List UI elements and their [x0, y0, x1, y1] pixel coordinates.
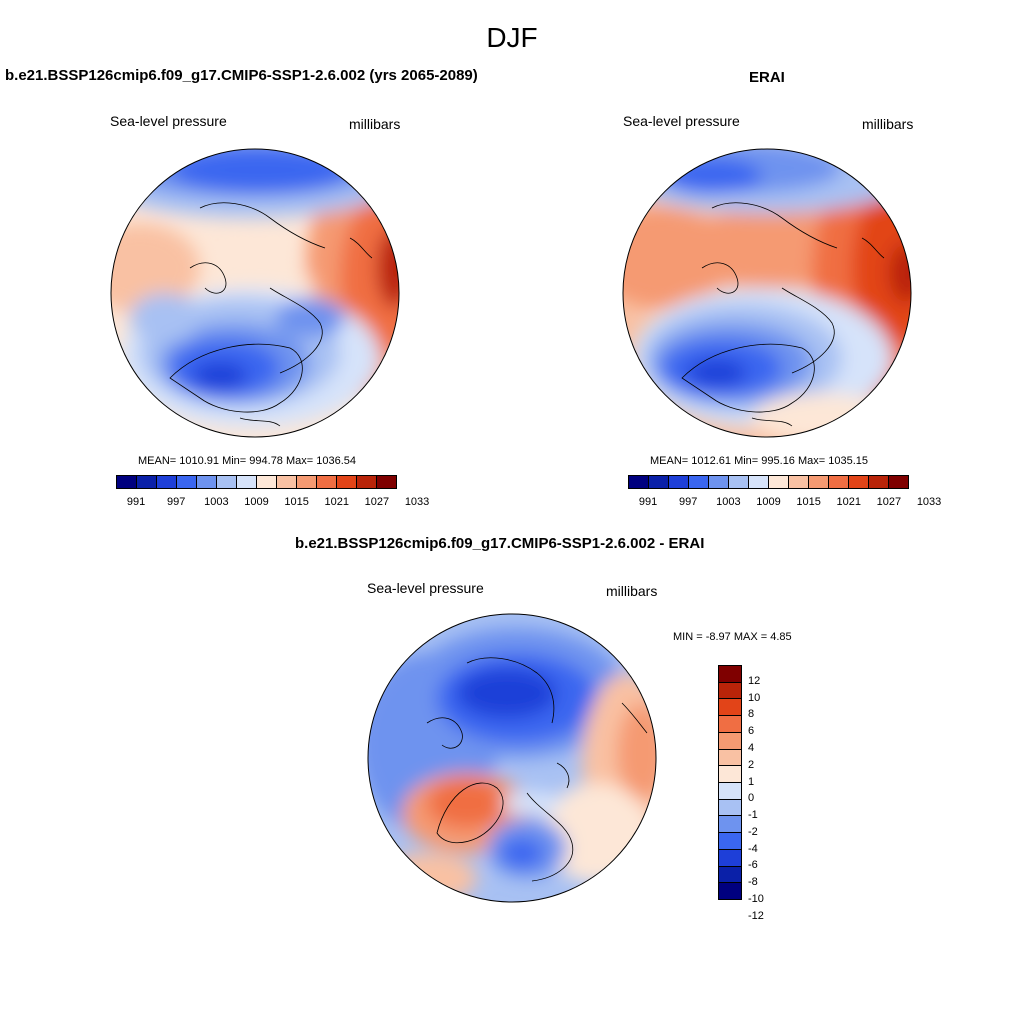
colorbar-swatch [809, 476, 829, 488]
colorbar-tick-label: 1015 [284, 496, 309, 508]
colorbar-swatch [709, 476, 729, 488]
colorbar-swatch [257, 476, 277, 488]
colorbar-tick-label: 991 [638, 496, 658, 508]
colorbar-tick-label: -12 [748, 909, 764, 922]
colorbar-tick-label: 8 [748, 708, 755, 721]
colorbar-swatch [719, 866, 741, 884]
obs-stats: MEAN= 1012.61 Min= 995.16 Max= 1035.15 [650, 455, 869, 467]
colorbar-tick-label: 1027 [876, 496, 902, 508]
colorbar-swatch [337, 476, 357, 488]
figure-title: DJF [486, 22, 538, 53]
colorbar-tick-label: 1033 [916, 496, 942, 508]
colorbar-swatch [377, 476, 396, 488]
colorbar-tick-label: 0 [748, 792, 755, 805]
colorbar-tick-label: 4 [748, 741, 755, 754]
model-panel-title: b.e21.BSSP126cmip6.f09_g17.CMIP6-SSP1-2.… [5, 67, 478, 84]
colorbar-swatch [719, 666, 741, 683]
diff-panel-title: b.e21.BSSP126cmip6.f09_g17.CMIP6-SSP1-2.… [295, 535, 705, 552]
model-polar-map [110, 148, 400, 438]
colorbar-swatch [769, 476, 789, 488]
diff-units-label: millibars [606, 583, 658, 599]
colorbar-tick-label: 997 [679, 496, 698, 508]
colorbar-tick-label: 1027 [364, 496, 390, 508]
colorbar-tick-label: 1015 [796, 496, 821, 508]
diff-variable-label: Sea-level pressure [367, 580, 484, 596]
model-colorbar [116, 475, 397, 489]
model-stats: MEAN= 1010.91 Min= 994.78 Max= 1036.54 [138, 455, 357, 467]
model-units-label: millibars [349, 116, 401, 132]
diff-colorbar-ticks: 12 10 8 6 4 2 1 0 -1 -2 -4 -6 -8 -10 -12 [748, 665, 788, 922]
colorbar-swatch [729, 476, 749, 488]
colorbar-swatch [719, 732, 741, 750]
colorbar-swatch [789, 476, 809, 488]
colorbar-swatch [719, 699, 741, 717]
obs-units-label: millibars [862, 116, 914, 132]
obs-polar-map [622, 148, 912, 438]
colorbar-swatch [719, 716, 741, 733]
colorbar-swatch [719, 749, 741, 767]
colorbar-swatch [849, 476, 869, 488]
colorbar-swatch [719, 783, 741, 800]
colorbar-tick-label: 1003 [716, 496, 741, 508]
colorbar-swatch [649, 476, 669, 488]
colorbar-swatch [719, 682, 741, 700]
obs-colorbar-ticks: 991 997 1003 1009 1015 1021 1027 1033 [628, 496, 941, 510]
colorbar-swatch [137, 476, 157, 488]
colorbar-swatch [889, 476, 908, 488]
colorbar-tick-label: 1 [748, 775, 755, 788]
obs-panel-title: ERAI [749, 69, 785, 86]
colorbar-swatch [719, 883, 741, 900]
colorbar-swatch [277, 476, 297, 488]
colorbar-swatch [719, 816, 741, 834]
colorbar-tick-label: 1021 [324, 496, 350, 508]
colorbar-tick-label: 1009 [756, 496, 781, 508]
diff-colorbar [718, 665, 742, 900]
colorbar-swatch [197, 476, 217, 488]
colorbar-swatch [689, 476, 709, 488]
colorbar-tick-label: -10 [748, 893, 764, 905]
colorbar-tick-label: 1021 [836, 496, 862, 508]
colorbar-tick-label: 991 [126, 496, 146, 508]
colorbar-tick-label: 10 [748, 691, 761, 704]
colorbar-tick-label: -1 [748, 809, 758, 822]
colorbar-tick-label: 6 [748, 725, 755, 738]
obs-colorbar [628, 475, 909, 489]
colorbar-swatch [719, 833, 741, 850]
colorbar-swatch [669, 476, 689, 488]
obs-variable-label: Sea-level pressure [623, 113, 740, 129]
colorbar-swatch [157, 476, 177, 488]
colorbar-swatch [217, 476, 237, 488]
colorbar-swatch [719, 799, 741, 817]
colorbar-swatch [117, 476, 137, 488]
colorbar-tick-label: 2 [748, 758, 755, 771]
colorbar-swatch [749, 476, 769, 488]
colorbar-tick-label: -6 [748, 859, 758, 872]
colorbar-swatch [629, 476, 649, 488]
colorbar-swatch [869, 476, 889, 488]
colorbar-swatch [719, 849, 741, 867]
colorbar-swatch [317, 476, 337, 488]
colorbar-swatch [719, 766, 741, 784]
diff-stats: MIN = -8.97 MAX = 4.85 [673, 631, 792, 643]
colorbar-tick-label: -8 [748, 876, 758, 889]
colorbar-swatch [297, 476, 317, 488]
colorbar-tick-label: -4 [748, 842, 758, 855]
diff-polar-map [367, 613, 657, 903]
colorbar-tick-label: 1033 [404, 496, 430, 508]
colorbar-swatch [829, 476, 849, 488]
model-colorbar-ticks: 991 997 1003 1009 1015 1021 1027 1033 [116, 496, 429, 510]
colorbar-swatch [237, 476, 257, 488]
model-variable-label: Sea-level pressure [110, 113, 227, 129]
colorbar-tick-label: 1003 [204, 496, 229, 508]
colorbar-tick-label: 12 [748, 674, 761, 687]
colorbar-tick-label: 1009 [244, 496, 269, 508]
colorbar-swatch [177, 476, 197, 488]
colorbar-tick-label: -2 [748, 825, 758, 838]
colorbar-swatch [357, 476, 377, 488]
colorbar-tick-label: 997 [167, 496, 186, 508]
